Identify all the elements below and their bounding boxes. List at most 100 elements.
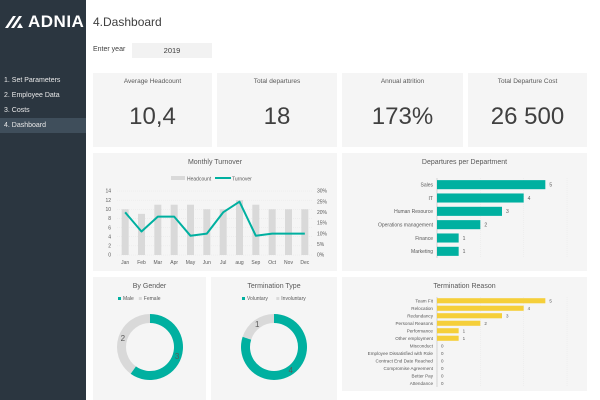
sidebar-item-employee-data[interactable]: 2. Employee Data (4, 92, 60, 99)
data-label: 1 (463, 249, 466, 255)
kpi-label: Total departures (253, 78, 301, 85)
y2-tick-label: 25% (317, 199, 328, 205)
data-label: 4 (289, 366, 294, 375)
departures-per-department-chart: Departures per Department Sales 5 IT 4 Human… (342, 153, 587, 271)
kpi-value: 173% (371, 103, 434, 130)
category-label: Better Pay (412, 373, 434, 378)
category-label: Redundancy (407, 313, 433, 318)
legend-label: Involuntary (281, 296, 306, 302)
data-label: 0 (441, 373, 444, 378)
kpi-average-headcount: Average Headcount 10,4 (93, 73, 212, 147)
legend-label: Headcount (187, 177, 212, 183)
data-label: 2 (484, 321, 487, 326)
y-tick-label: 6 (108, 225, 111, 231)
legend-label: Voluntary (247, 296, 268, 302)
sidebar: ADNIA 1. Set Parameters 2. Employee Data… (0, 0, 86, 400)
x-tick-label: May (186, 260, 196, 266)
chart-title: Departures per Department (421, 159, 508, 166)
logo-text: ADNIA (28, 12, 85, 31)
category-label: Compromise Agreement (383, 366, 433, 371)
bar (437, 220, 481, 230)
data-label: 2 (484, 222, 487, 228)
legend-swatch (242, 297, 245, 300)
category-label: Other employment (395, 336, 434, 341)
y2-tick-label: 30% (317, 189, 328, 195)
legend-swatch (118, 297, 121, 300)
y-tick-label: 0 (108, 253, 111, 259)
kpi-value: 10,4 (129, 103, 176, 130)
x-tick-label: Mar (154, 260, 163, 266)
data-label: 4 (528, 196, 531, 202)
sidebar-item-set-parameters[interactable]: 1. Set Parameters (4, 77, 61, 84)
bar-headcount (138, 213, 145, 255)
legend-label: Male (123, 296, 134, 302)
y-tick-label: 4 (108, 234, 111, 240)
category-label: Performance (407, 328, 434, 333)
bar-headcount (301, 209, 309, 255)
bar-headcount (252, 204, 260, 255)
y-tick-label: 14 (105, 189, 111, 195)
kpi-label: Total Departure Cost (497, 78, 558, 85)
y2-tick-label: 15% (317, 221, 328, 227)
data-label: 0 (441, 381, 444, 386)
category-label: Contract End Date Reached (376, 358, 434, 363)
y-tick-label: 2 (108, 244, 111, 250)
chart-svg: Voluntary Involuntary 4 1 (241, 296, 307, 380)
data-label: 3 (175, 352, 180, 361)
adnia-logo-icon (5, 16, 23, 28)
y2-tick-label: 0% (317, 253, 325, 259)
donut-slice (242, 314, 274, 340)
page-title: 4.Dashboard (93, 15, 162, 29)
data-label: 5 (549, 182, 552, 188)
by-gender-chart: By Gender Male Female 3 2 (93, 277, 206, 400)
kpi-label: Average Headcount (123, 78, 182, 85)
y-tick-label: 10 (105, 207, 111, 213)
chart-title: Termination Reason (433, 283, 496, 290)
kpi-label: Annual attrition (380, 78, 425, 85)
category-label: IT (429, 196, 433, 202)
year-label: Enter year (93, 46, 126, 53)
data-label: 3 (506, 313, 509, 318)
legend-label: Turnover (232, 177, 252, 183)
sidebar-item-costs[interactable]: 3. Costs (4, 107, 30, 114)
chart-title: Monthly Turnover (187, 159, 243, 166)
category-label: Finance (415, 236, 433, 242)
data-label: 1 (463, 336, 466, 341)
bar (437, 246, 459, 256)
data-label: 1 (255, 320, 260, 329)
chart-svg: Headcount Turnover 0 2 4 6 8 10 12 14 0% 5% 10% 15% 20… (105, 176, 328, 266)
category-label: Relocation (411, 306, 433, 311)
termination-reason-chart: Termination Reason Team Fit 5 Relocation 4 R… (342, 277, 587, 391)
y2-tick-label: 10% (317, 231, 328, 237)
category-label: Operations management (378, 222, 434, 228)
monthly-turnover-chart: Monthly Turnover Headcount Turnover 0 2 4 6 8 1… (93, 153, 337, 271)
bar (437, 206, 502, 216)
data-label: 1 (463, 236, 466, 242)
data-label: 0 (441, 366, 444, 371)
data-label: 1 (463, 328, 466, 333)
bar (437, 180, 546, 190)
legend-swatch-turnover (215, 177, 231, 179)
category-label: Marketing (411, 249, 433, 255)
bar (437, 193, 524, 203)
bar (437, 335, 459, 341)
x-tick-label: Apr (170, 260, 178, 266)
data-label: 2 (121, 334, 126, 343)
y2-tick-label: 20% (317, 210, 328, 216)
data-label: 0 (441, 343, 444, 348)
chart-svg: Sales 5 IT 4 Human Resource 3 Operations manag… (378, 178, 568, 258)
sidebar-item-dashboard[interactable]: 4. Dashboard (0, 118, 86, 133)
chart-title: By Gender (132, 283, 167, 290)
bar (437, 298, 546, 304)
kpi-total-departure-cost: Total Departure Cost 26 500 (468, 73, 587, 147)
y-tick-label: 8 (108, 216, 111, 222)
data-label: 4 (528, 306, 531, 311)
bar-headcount (187, 204, 194, 255)
year-input[interactable] (132, 43, 212, 58)
x-tick-label: Jun (203, 260, 211, 266)
kpi-annual-attrition: Annual attrition 173% (342, 73, 463, 147)
bar (437, 328, 459, 334)
bar (437, 233, 459, 243)
bar-headcount (121, 209, 129, 255)
legend-label: Female (144, 296, 161, 302)
